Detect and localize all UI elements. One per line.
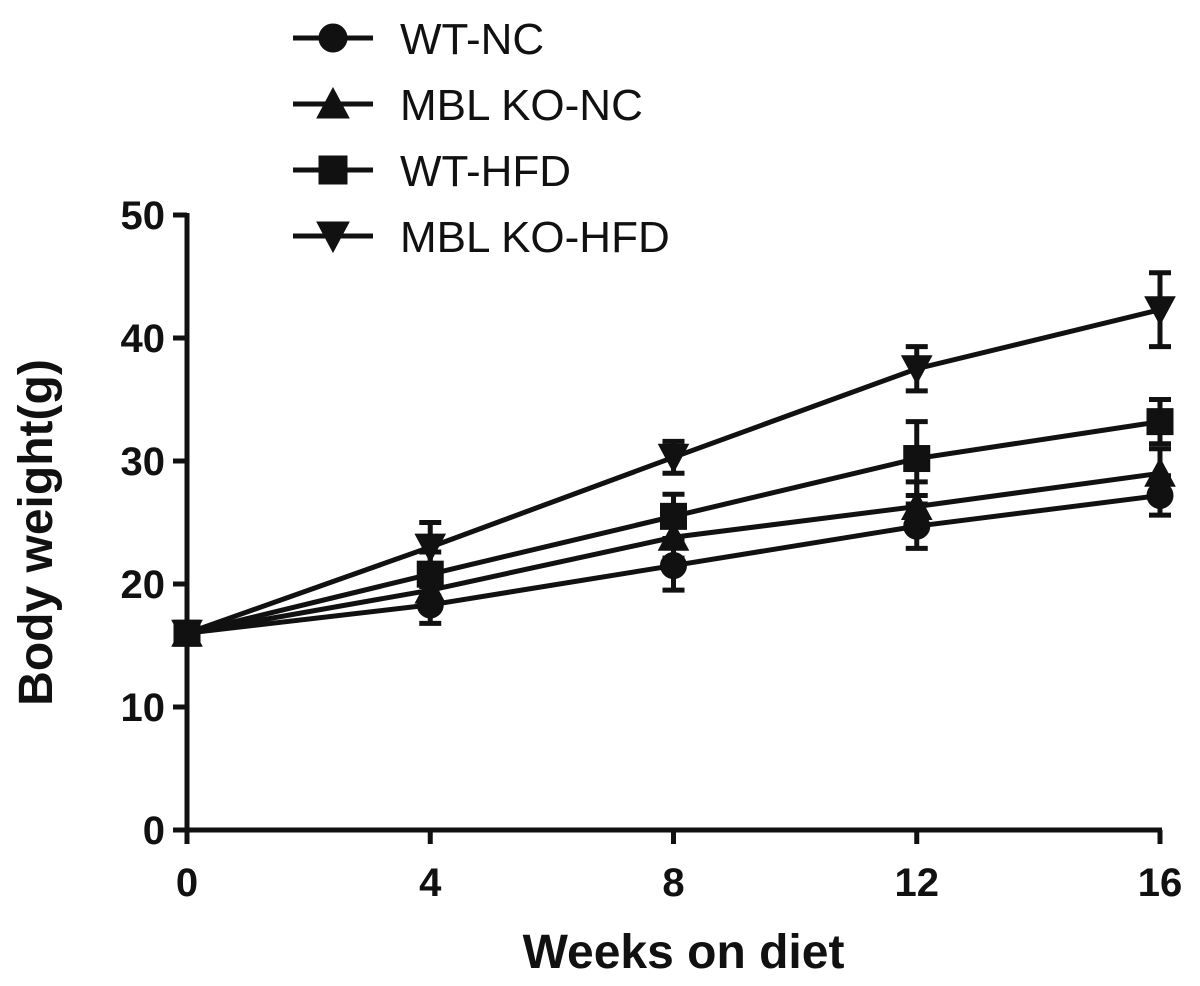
x-tick-label: 16 [1138,861,1183,905]
y-tick-label: 40 [121,317,166,361]
x-tick-label: 0 [176,861,198,905]
series-mbl-ko-hfd [171,270,1176,650]
legend-item: WT-HFD [293,147,571,196]
data-point [1144,296,1176,326]
legend-marker [316,221,350,254]
x-tick-label: 12 [895,861,940,905]
y-tick-label: 10 [121,686,166,730]
legend-label: MBL KO-HFD [400,213,670,262]
data-point [903,445,931,473]
legend-label: WT-HFD [400,147,571,196]
data-point [900,355,933,385]
legend-marker [318,23,348,53]
legend-item: MBL KO-HFD [293,213,670,262]
legend-marker [316,86,350,119]
y-axis-title: Body weight(g) [10,359,63,706]
legend-marker [318,155,348,185]
x-axis-title: Weeks on diet [523,926,845,979]
y-tick-label: 30 [121,440,166,484]
y-tick-label: 20 [121,563,166,607]
y-tick-label: 0 [143,809,165,853]
data-point [414,533,447,564]
y-ticks: 0 10 20 30 40 50 [121,194,187,853]
legend-item: WT-NC [293,15,544,64]
series-wt-hfd [173,397,1174,647]
legend-label: WT-NC [400,15,544,64]
data-point [657,443,690,474]
legend: WT-NC MBL KO-NC WT-HFD MBL KO-HFD [293,15,670,262]
data-point [660,502,687,530]
legend-item: MBL KO-NC [293,81,643,130]
x-tick-label: 4 [419,861,442,905]
series-layer [171,270,1176,650]
x-ticks: 0 4 8 12 16 [176,830,1182,905]
data-point [1146,408,1174,436]
x-tick-label: 8 [662,861,684,905]
data-point [171,619,203,650]
data-point [900,490,933,521]
y-tick-label: 50 [121,194,166,238]
legend-label: MBL KO-NC [400,81,643,130]
data-point [1144,457,1176,487]
